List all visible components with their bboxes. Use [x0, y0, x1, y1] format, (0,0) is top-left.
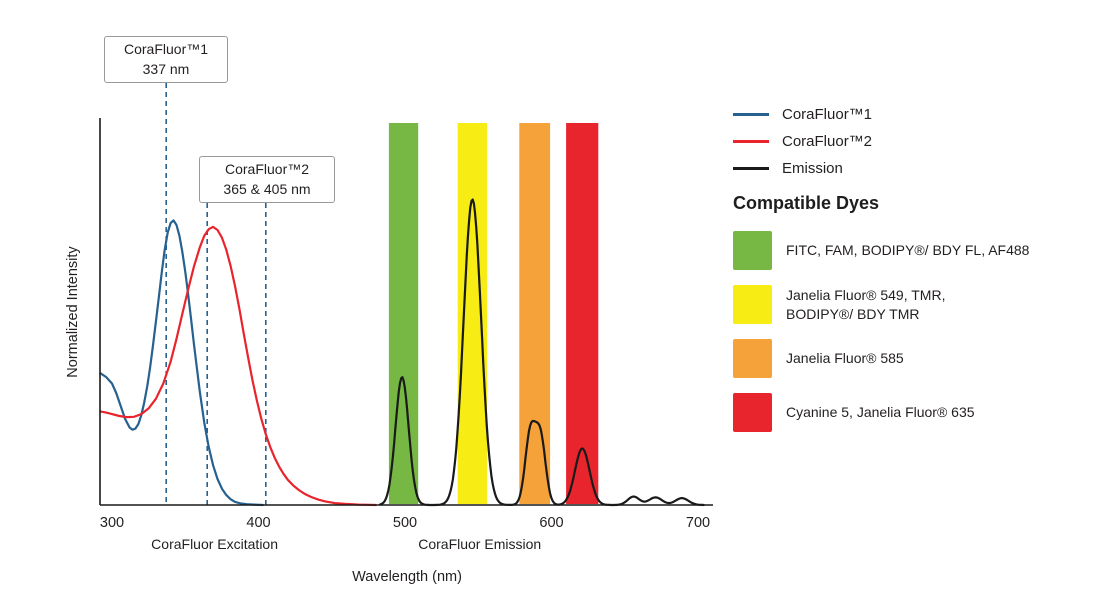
curve-corafluor1-excitation: [99, 219, 264, 507]
x-tick-300: 300: [100, 515, 124, 531]
legend-label-corafluor1: CoraFluor™1: [782, 106, 873, 123]
legend-line-icon-blue: [733, 113, 769, 116]
y-axis-title: Normalized Intensity: [65, 246, 81, 378]
axis-section-label-0: CoraFluor Excitation: [151, 536, 278, 552]
dye-label-red: Cyanine 5, Janelia Fluor® 635: [786, 404, 975, 421]
legend-item-emission: Emission: [733, 160, 1105, 177]
annotation-title: CoraFluor™2: [224, 161, 310, 177]
annotation-title: CoraFluor™1: [123, 41, 209, 57]
legend-item-corafluor1: CoraFluor™1: [733, 106, 1105, 123]
x-axis-title: Wavelength (nm): [352, 569, 462, 585]
annotation-value: 365 & 405 nm: [223, 180, 311, 197]
annotation-value: 337 nm: [142, 60, 190, 77]
legend-label-corafluor2: CoraFluor™2: [782, 133, 873, 150]
annotation-corafluor2-callout: CoraFluor™2 365 & 405 nm: [199, 156, 335, 204]
dye-item-green: FITC, FAM, BODIPY®/ BDY FL, AF488: [733, 231, 1105, 270]
dye-swatch-green: [733, 231, 772, 270]
legend-panel: CoraFluor™1 CoraFluor™2 Emission Compati…: [733, 106, 1105, 447]
filter-band-yellow: [457, 123, 487, 504]
filter-band-orange: [519, 123, 551, 504]
dye-label-orange: Janelia Fluor® 585: [786, 350, 904, 367]
filter-band-red: [566, 123, 599, 504]
x-tick-700: 700: [686, 515, 710, 531]
legend-item-corafluor2: CoraFluor™2: [733, 133, 1105, 150]
dye-swatch-orange: [733, 339, 772, 378]
dye-label-yellow: Janelia Fluor® 549, TMR, BODIPY®/ BDY TM…: [786, 286, 946, 322]
curve-corafluor2-excitation: [99, 225, 377, 507]
dye-label-green: FITC, FAM, BODIPY®/ BDY FL, AF488: [786, 242, 1030, 259]
legend-label-emission: Emission: [782, 160, 843, 177]
dye-swatch-red: [733, 393, 772, 432]
x-tick-500: 500: [393, 515, 417, 531]
legend-line-icon-red: [733, 140, 769, 143]
axis-section-label-1: CoraFluor Emission: [418, 536, 541, 552]
dye-item-yellow: Janelia Fluor® 549, TMR, BODIPY®/ BDY TM…: [733, 285, 1105, 324]
dye-item-red: Cyanine 5, Janelia Fluor® 635: [733, 393, 1105, 432]
annotation-corafluor1-callout: CoraFluor™1 337 nm: [104, 36, 228, 84]
dye-item-orange: Janelia Fluor® 585: [733, 339, 1105, 378]
legend-line-icon-black: [733, 167, 769, 170]
x-tick-400: 400: [246, 515, 270, 531]
compatible-dyes-heading: Compatible Dyes: [733, 193, 880, 213]
dye-swatch-yellow: [733, 285, 772, 324]
x-tick-600: 600: [539, 515, 563, 531]
